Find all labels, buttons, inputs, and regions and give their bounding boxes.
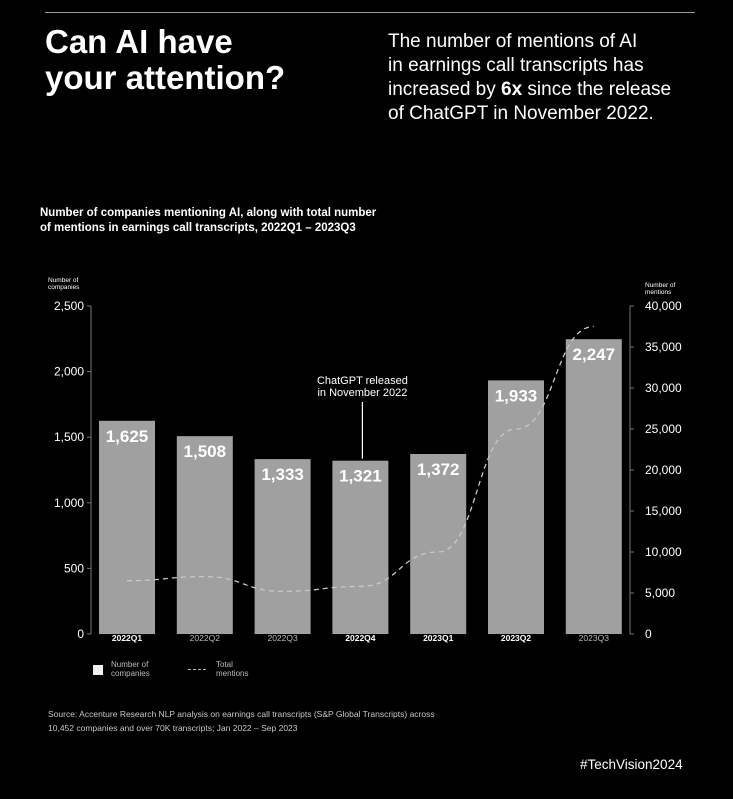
right-axis-tick-label: 5,000 [645,586,675,600]
bar-2022Q3 [254,459,311,634]
right-axis-title-line-1: Number of [645,282,676,289]
right-axis-tick-label: 10,000 [645,545,682,559]
right-axis-tick-label: 30,000 [645,381,682,395]
bar-2022Q4 [332,460,389,634]
left-axis-tick-label: 2,000 [54,365,84,379]
right-axis-title-line-2: mentions [645,289,672,296]
chart-title-line-1: Number of companies mentioning AI, along… [40,207,377,219]
left-axis-tick-label: 2,500 [54,299,84,313]
bar-2023Q1 [410,453,467,634]
right-axis-tick-label: 25,000 [645,422,682,436]
x-axis-tick-label: 2022Q2 [190,633,221,643]
x-axis-tick-label: 2023Q3 [579,633,610,643]
right-axis-tick-label: 35,000 [645,340,682,354]
x-axis-tick-label: 2022Q1 [112,633,143,643]
intro-text: The number of mentions of AI in earnings… [388,30,708,126]
bar-value-label: 1,625 [106,427,149,446]
headline: Can AI have your attention? [45,24,355,96]
x-axis-tick-label: 2023Q1 [423,633,454,643]
annotation-line-1: ChatGPT released [317,375,408,387]
right-axis-tick-label: 0 [645,627,652,641]
intro-multiplier: 6x [501,79,523,100]
left-axis-tick-label: 0 [77,627,84,641]
legend-mentions-line-1: Total [216,660,233,669]
top-divider [45,12,695,13]
right-axis-tick-label: 15,000 [645,504,682,518]
left-axis-title-line-2: companies [48,284,80,291]
source-note: Source: Accenture Research NLP analysis … [48,707,548,735]
bar-value-label: 1,933 [495,386,538,405]
legend-label-mentions: Total mentions [216,660,276,678]
x-axis-tick-label: 2023Q2 [501,633,532,643]
intro-line-3: increased by 6x since the release [388,78,708,102]
bar-2022Q1 [99,420,155,634]
left-axis-tick-label: 1,000 [54,496,84,510]
legend-bar-swatch [93,665,103,675]
intro-line-3-pre: increased by [388,79,502,100]
bar-2023Q3 [565,339,622,634]
chart-title: Number of companies mentioning AI, along… [40,206,440,236]
legend-mentions-line-2: mentions [216,669,249,678]
source-line-1: Source: Accenture Research NLP analysis … [48,709,435,719]
bar-value-label: 2,247 [573,345,616,364]
bar-2023Q2 [488,380,544,634]
left-axis-title-line-1: Number of [48,277,79,284]
legend-companies-line-2: companies [111,669,150,678]
bar-2022Q2 [176,436,233,634]
legend-label-companies: Number of companies [111,660,171,678]
left-axis-tick-label: 1,500 [54,430,84,444]
right-axis-tick-label: 20,000 [645,463,682,477]
headline-line-2: your attention? [45,59,286,96]
annotation-line-2: in November 2022 [317,387,407,399]
bar-value-label: 1,508 [184,442,227,461]
legend-companies-line-1: Number of [111,660,149,669]
hashtag: #TechVision2024 [580,757,683,772]
x-axis-tick-label: 2022Q4 [345,633,376,643]
legend-line-swatch [188,669,206,670]
bar-value-label: 1,333 [261,465,304,484]
source-line-2: 10,452 companies and over 70K transcript… [48,723,298,733]
left-axis-tick-label: 500 [64,561,84,575]
intro-line-3-post: since the release [522,79,672,100]
intro-line-1: The number of mentions of AI [388,31,638,52]
chart-title-line-2: of mentions in earnings call transcripts… [40,222,356,234]
headline-line-1: Can AI have [45,23,233,60]
bar-value-label: 1,372 [417,460,460,479]
legend-item-companies: Number of companies [93,660,171,678]
x-axis-tick-label: 2022Q3 [267,633,298,643]
bar-value-label: 1,321 [339,467,382,486]
right-axis-tick-label: 40,000 [645,299,682,313]
intro-line-2: in earnings call transcripts has [388,55,644,76]
intro-line-4: of ChatGPT in November 2022. [388,103,654,124]
total-mentions-line [126,325,594,593]
legend-item-mentions: Total mentions [188,660,276,678]
combo-chart: 0 500 1,000 1,500 2,000 2,500 0 5,000 10,000 15,0… [48,277,682,643]
